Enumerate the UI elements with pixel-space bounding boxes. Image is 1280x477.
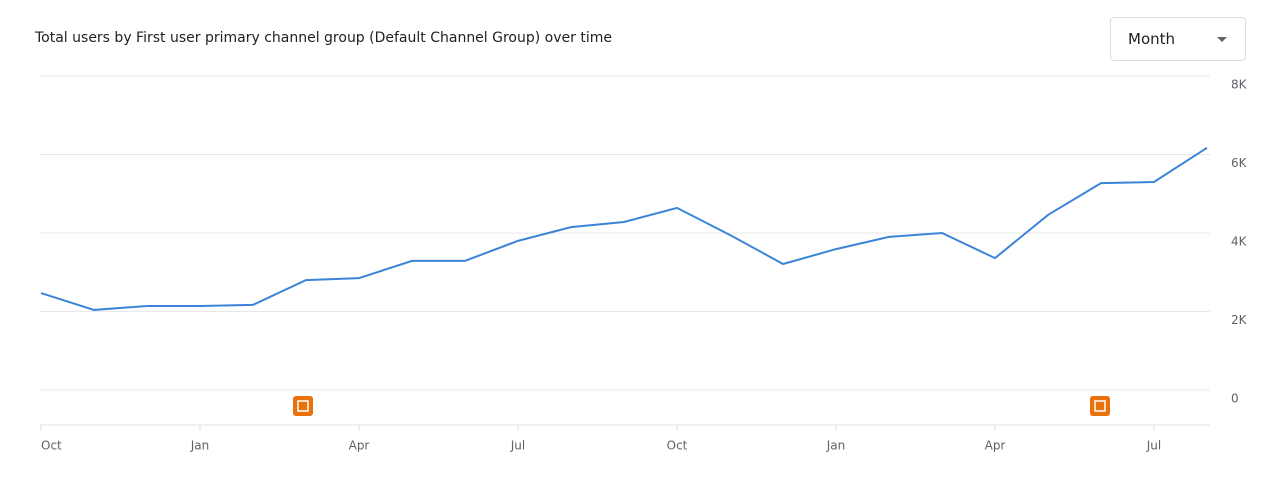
x-tick-label: Oct bbox=[667, 439, 688, 453]
x-tick-label: Apr bbox=[985, 439, 1006, 453]
period-dropdown[interactable]: Month bbox=[1110, 17, 1246, 61]
annotation-marker[interactable] bbox=[1090, 396, 1110, 416]
y-tick-label: 4K bbox=[1231, 235, 1248, 249]
y-tick-label: 0 bbox=[1231, 392, 1239, 406]
x-tick-label: Apr bbox=[349, 439, 370, 453]
dropdown-label: Month bbox=[1128, 30, 1176, 48]
x-tick-label: Jul bbox=[1146, 439, 1161, 453]
line-series bbox=[40, 146, 1208, 311]
x-tick-label: Oct bbox=[41, 439, 62, 453]
dropdown-arrow bbox=[1217, 37, 1227, 42]
x-tick-label: Jul bbox=[510, 439, 525, 453]
x-tick-label: Jan bbox=[826, 439, 846, 453]
chart-title: Total users by First user primary channe… bbox=[35, 30, 612, 46]
y-tick-label: 8K bbox=[1231, 78, 1248, 92]
x-tick-label: Jan bbox=[190, 439, 210, 453]
annotation-marker[interactable] bbox=[293, 396, 313, 416]
y-tick-label: 2K bbox=[1231, 313, 1248, 327]
y-tick-label: 6K bbox=[1231, 156, 1248, 170]
